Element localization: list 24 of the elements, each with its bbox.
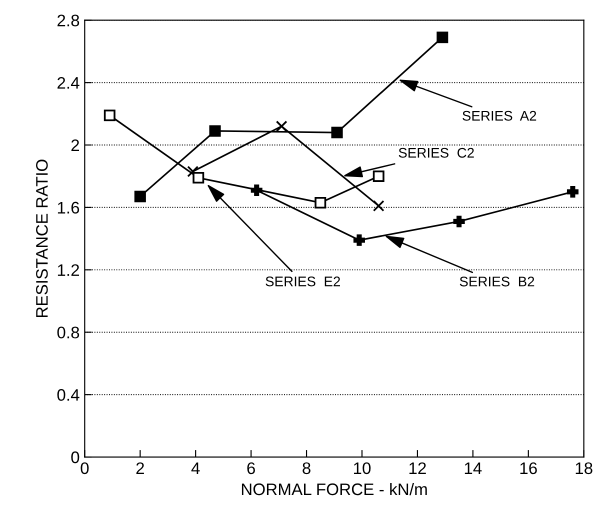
y-tick-label: 0.4	[57, 389, 80, 401]
x-tick-label: 8	[302, 462, 310, 474]
x-tick-label: 10	[354, 462, 371, 474]
y-tick-label: 2.8	[58, 14, 80, 26]
annotation: SERIES E2	[266, 276, 340, 286]
x-tick-label: 4	[191, 462, 200, 474]
y-tick-label: 0.8	[57, 326, 80, 338]
annotation: SERIES B2	[460, 276, 534, 286]
x-tick-label: 2	[136, 462, 144, 474]
y-tick-label: 2.4	[58, 77, 80, 89]
y-tick-label: 2	[71, 139, 80, 152]
y-tick-label: 1.6	[58, 202, 80, 214]
x-tick-label: 0	[80, 462, 89, 474]
y-axis-title: RESISTANCE RATIO	[36, 160, 48, 318]
y-tick-label: 1.2	[58, 264, 80, 276]
x-tick-label: 12	[409, 462, 426, 474]
x-tick-label: 6	[247, 462, 255, 474]
x-tick-label: 14	[464, 462, 482, 474]
annotation: SERIES A2	[462, 110, 536, 121]
annotation: SERIES C2	[398, 148, 474, 158]
x-tick-label: 18	[576, 462, 592, 474]
x-axis-title: NORMAL FORCE - kN/m	[242, 482, 427, 496]
y-tick-label: 0	[71, 451, 80, 464]
x-tick-label: 16	[520, 462, 537, 474]
